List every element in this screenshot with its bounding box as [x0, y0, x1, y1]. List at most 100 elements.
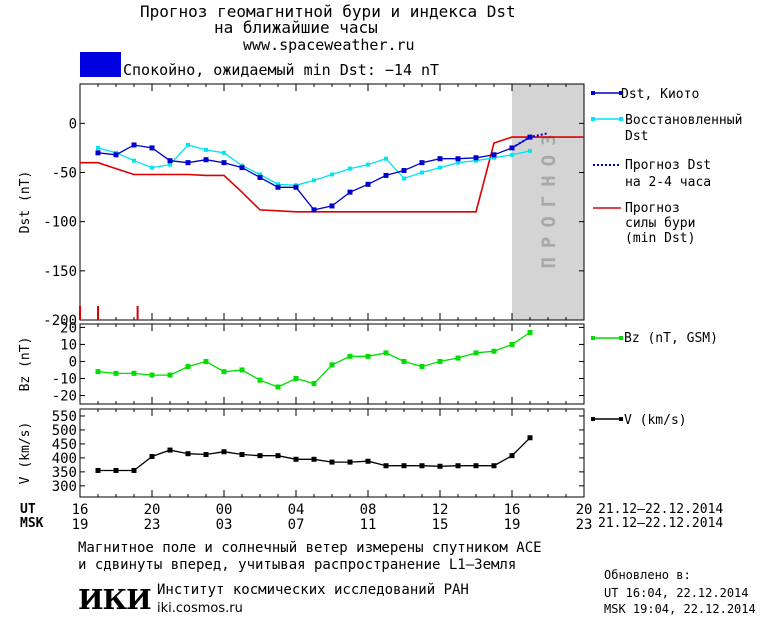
dst-kyoto-point: [401, 168, 407, 174]
bz-point: [275, 384, 281, 390]
ut-tick-label: 20: [576, 502, 593, 518]
dst-kyoto-line: [97, 136, 531, 211]
velocity-point: [437, 463, 443, 469]
dst-kyoto-point: [329, 203, 335, 209]
velocity-point: [491, 463, 497, 469]
legend-velocity-symbol-mark: [591, 417, 595, 421]
status-color-box: [80, 52, 121, 77]
v-ylabel: V (km/s): [18, 422, 33, 485]
legend-dst-kyoto-symbol-mark: [591, 91, 595, 95]
bz-ytick-label: 0: [69, 354, 77, 370]
legend-bz: Bz (nT, GSM): [624, 331, 718, 346]
status-text: Спокойно, ожидаемый min Dst: −14 nT: [123, 61, 440, 79]
velocity-point: [401, 463, 407, 469]
dst-ylabel: Dst (nT): [18, 171, 33, 234]
restored-dst-point: [384, 156, 388, 161]
legend-velocity: V (km/s): [624, 413, 687, 428]
legend-storm-l1: Прогноз: [625, 201, 680, 216]
ut-tick-label: 16: [504, 502, 521, 518]
v-ytick-label: 500: [52, 423, 77, 439]
bz-point: [221, 369, 227, 375]
msk-tick-label: 19: [504, 517, 521, 533]
legend-storm-l2: силы бури: [625, 216, 696, 231]
dst-kyoto-point: [131, 142, 137, 148]
bz-point: [455, 355, 461, 361]
ut-date-range: 21.12–22.12.2014: [598, 502, 724, 517]
dst-kyoto-point: [293, 184, 299, 190]
v-ytick-label: 350: [52, 465, 77, 481]
dst-kyoto-point: [419, 160, 425, 166]
legend-velocity-symbol-mark: [619, 417, 623, 421]
velocity-point: [347, 459, 353, 465]
storm-marker: [79, 306, 81, 320]
dst-kyoto-point: [257, 174, 263, 180]
dst-kyoto-point: [437, 156, 443, 162]
dst-kyoto-point: [239, 165, 245, 171]
msk-date-range: 21.12–22.12.2014: [598, 516, 724, 531]
v-ytick-label: 300: [52, 479, 77, 495]
velocity-point: [365, 458, 371, 464]
bz-ytick-label: 10: [60, 337, 77, 353]
dst-kyoto-point: [365, 181, 371, 187]
msk-tick-label: 23: [144, 517, 161, 533]
bz-point: [311, 381, 317, 387]
institute-site[interactable]: iki.cosmos.ru: [157, 601, 243, 616]
ut-tick-label: 00: [216, 502, 233, 518]
chart-title-line1: Прогноз геомагнитной бури и индекса Dst: [140, 2, 516, 21]
bz-point: [131, 370, 137, 376]
bz-point: [239, 367, 245, 373]
bz-point: [527, 330, 533, 336]
v-ytick-label: 550: [52, 409, 77, 425]
dst-kyoto-point: [203, 157, 209, 163]
storm-forecast-line: [80, 136, 584, 213]
bz-point: [347, 353, 353, 359]
msk-tick-label: 15: [432, 517, 449, 533]
chart-title-line2: на ближайшие часы: [214, 18, 378, 37]
velocity-point: [311, 456, 317, 462]
restored-dst-point: [186, 142, 190, 147]
bz-line: [97, 331, 531, 388]
dst-kyoto-point: [185, 160, 191, 166]
legend-restored-symbol-mark: [619, 117, 623, 121]
bz-point: [509, 341, 515, 347]
msk-tick-label: 11: [360, 517, 377, 533]
legend-restored-l1: Восстановленный: [625, 113, 743, 128]
updated-label: Обновлено в:: [604, 568, 691, 582]
forecast-zone: [512, 84, 584, 320]
restored-dst-point: [456, 160, 460, 165]
velocity-point: [113, 467, 119, 473]
msk-tick-label: 19: [72, 517, 89, 533]
source-url[interactable]: www.spaceweather.ru: [243, 36, 415, 54]
ut-axis-label: UT: [20, 502, 36, 517]
velocity-point: [149, 453, 155, 459]
restored-dst-point: [528, 148, 532, 153]
bz-point: [383, 350, 389, 356]
v-frame: [79, 408, 585, 498]
velocity-line: [98, 437, 531, 472]
legend-restored-l2: Dst: [625, 129, 649, 144]
storm-marker: [136, 306, 139, 320]
forecast-zone-label: ПРОГНОЗ: [538, 125, 560, 268]
dst-kyoto-point: [383, 172, 389, 178]
iki-logo[interactable]: ИКИ: [78, 585, 152, 616]
velocity-point: [275, 453, 281, 459]
restored-dst-point: [312, 178, 316, 183]
velocity-point: [203, 452, 209, 458]
bz-point: [95, 369, 101, 375]
velocity-point: [527, 435, 533, 441]
dst-ytick-label: -150: [43, 264, 77, 280]
footnote-line1: Магнитное поле и солнечный ветер измерен…: [78, 540, 542, 556]
bz-point: [401, 358, 407, 364]
restored-dst-point: [132, 158, 136, 163]
bz-point: [113, 370, 119, 376]
ut-tick-label: 16: [72, 502, 89, 518]
bz-point: [419, 364, 425, 370]
ut-tick-label: 04: [288, 502, 305, 518]
dst-ytick-label: -200: [43, 313, 77, 329]
dst-kyoto-point: [491, 152, 497, 158]
storm-marker: [97, 306, 99, 320]
velocity-point: [95, 467, 101, 473]
